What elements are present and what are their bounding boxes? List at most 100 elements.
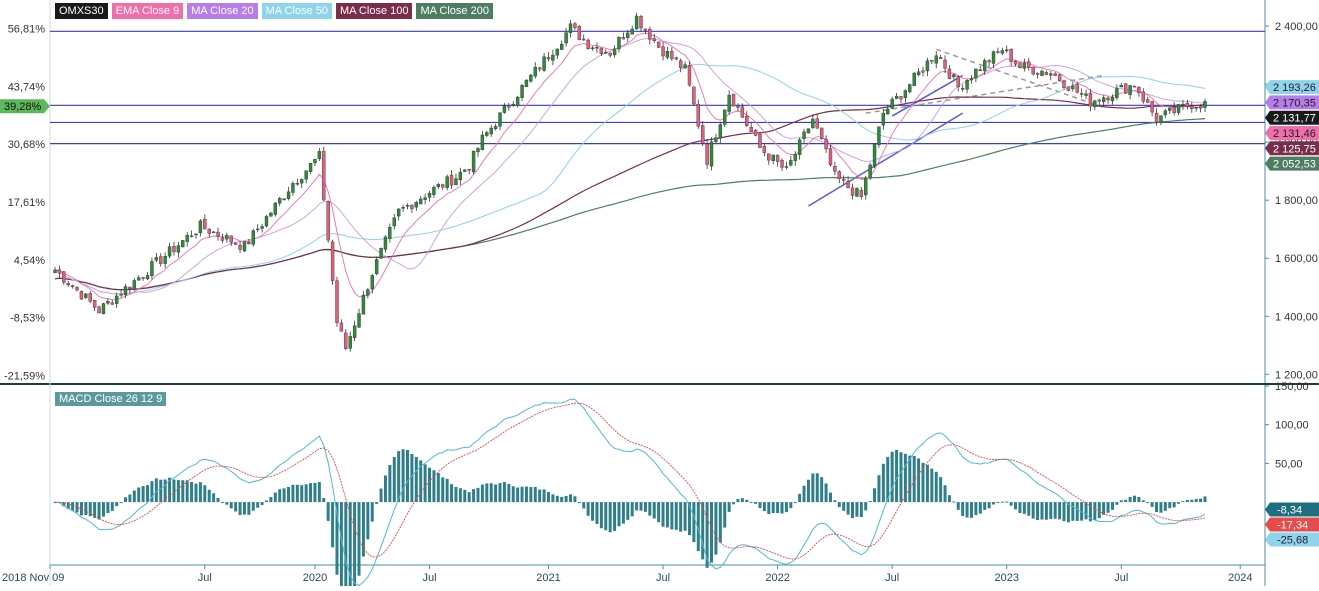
candle xyxy=(815,114,819,129)
candle-body xyxy=(1097,99,1101,102)
candle xyxy=(75,286,79,292)
macd-hist-bar xyxy=(1000,501,1004,503)
candle xyxy=(1159,115,1163,126)
candle-body xyxy=(978,69,982,72)
candle-body xyxy=(1005,49,1009,52)
y-left-tick-label: 56,81% xyxy=(8,24,46,36)
candle xyxy=(621,32,626,40)
candle xyxy=(890,96,894,110)
candle-body xyxy=(1203,101,1207,108)
macd-hist-bar xyxy=(1119,500,1123,503)
candle-body xyxy=(432,187,436,195)
macd-hist-bar xyxy=(595,502,599,525)
candle-body xyxy=(207,228,211,234)
macd-hist-bar xyxy=(1044,502,1048,520)
candle xyxy=(216,227,220,241)
macd-hist-bar xyxy=(1040,502,1044,520)
y-left-tick-label: 30,68% xyxy=(8,139,46,151)
macd-hist-bar xyxy=(123,497,127,503)
macd-hist-bar xyxy=(220,502,224,504)
candle-body xyxy=(194,233,198,236)
candle-body xyxy=(1013,60,1018,65)
candle-body xyxy=(163,256,167,264)
candle xyxy=(1146,96,1150,104)
x-tick-label: 2018 Nov 09 xyxy=(2,572,64,584)
macd-hist-bar xyxy=(463,489,467,503)
macd-hist-bar xyxy=(555,495,559,503)
candle-body xyxy=(463,169,467,172)
candle xyxy=(978,65,982,72)
candle xyxy=(423,193,427,205)
candle-body xyxy=(723,109,727,125)
candle xyxy=(960,84,965,92)
candle-body xyxy=(1168,107,1172,111)
candle xyxy=(727,90,731,115)
macd-hist-bar xyxy=(190,481,194,503)
macd-hist-bar xyxy=(903,453,907,503)
candle-body xyxy=(176,245,181,253)
candle xyxy=(207,228,211,238)
candle-body xyxy=(295,182,300,185)
candle-body xyxy=(899,96,903,100)
macd-hist-bar xyxy=(1106,502,1110,513)
candle xyxy=(1168,107,1172,115)
macd-hist-bar xyxy=(256,502,260,508)
macd-hist-bar xyxy=(1150,502,1154,507)
macd-hist-bar xyxy=(1009,502,1013,506)
candle xyxy=(524,79,529,88)
macd-hist-bar xyxy=(159,479,163,503)
candle-body xyxy=(273,202,278,215)
price-badge xyxy=(1265,141,1319,156)
candle-body xyxy=(780,159,784,168)
macd-hist-bar xyxy=(745,499,749,503)
macd-hist-bar xyxy=(419,460,423,503)
candle-body xyxy=(670,51,674,59)
candle-body xyxy=(1181,103,1185,106)
candle xyxy=(194,233,198,239)
macd-hist-bar xyxy=(529,486,533,503)
candle-body xyxy=(661,46,665,57)
candle-body xyxy=(1146,99,1150,103)
candle-body xyxy=(590,47,595,50)
macd-hist-bar xyxy=(401,449,405,503)
candle-body xyxy=(114,295,119,304)
macd-legend-label: MACD Close 26 12 9 xyxy=(55,392,167,406)
macd-hist-bar xyxy=(1053,502,1057,519)
macd-hist-bar xyxy=(859,502,863,518)
candle-body xyxy=(947,68,952,79)
y-left-badge xyxy=(0,99,50,114)
macd-hist-bar xyxy=(626,502,630,520)
candle-body xyxy=(608,52,612,56)
macd-hist-bar xyxy=(551,494,555,503)
candle xyxy=(899,96,903,104)
candle xyxy=(789,156,793,167)
candle-body xyxy=(687,65,692,86)
candle-body xyxy=(1093,100,1097,108)
candle-body xyxy=(692,86,696,105)
macd-hist-bar xyxy=(965,502,969,518)
candle xyxy=(137,275,141,281)
candle xyxy=(255,224,260,233)
candle xyxy=(670,47,674,61)
candle-body xyxy=(859,189,864,197)
candle-body xyxy=(771,154,775,162)
candle-body xyxy=(533,66,537,77)
macd-hist-bar xyxy=(132,490,136,503)
candle-body xyxy=(996,51,1000,53)
x-tick-label: Jul xyxy=(198,572,212,584)
macd-hist-bar xyxy=(238,502,242,515)
candle xyxy=(493,123,498,131)
macd-hist-bar xyxy=(445,478,449,503)
macd-tick-label: 150,00 xyxy=(1275,381,1309,393)
macd-hist-bar xyxy=(983,502,987,510)
candle-body xyxy=(727,94,731,112)
macd-hist-bar xyxy=(736,499,740,503)
macd-hist-bar xyxy=(974,502,978,516)
candle xyxy=(705,138,709,169)
macd-hist-bar xyxy=(361,502,365,557)
macd-hist-bar xyxy=(842,502,846,511)
macd-hist-bar xyxy=(137,487,141,503)
candle xyxy=(943,55,947,74)
candle-body xyxy=(278,198,282,204)
